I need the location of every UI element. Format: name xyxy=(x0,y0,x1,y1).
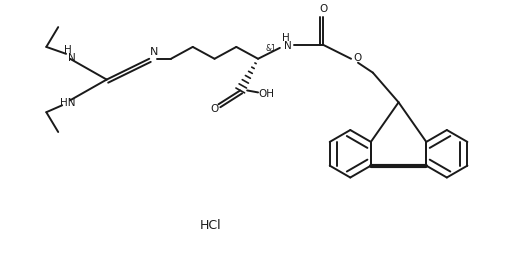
Text: HN: HN xyxy=(60,98,76,108)
Text: HCl: HCl xyxy=(200,219,221,232)
Text: OH: OH xyxy=(258,89,274,100)
Text: H: H xyxy=(64,45,72,55)
Text: N: N xyxy=(284,41,291,51)
Text: H: H xyxy=(282,33,290,43)
Text: N: N xyxy=(150,47,158,57)
Text: N: N xyxy=(68,53,76,63)
Text: O: O xyxy=(353,53,361,63)
Text: O: O xyxy=(319,4,327,14)
Text: &1: &1 xyxy=(266,44,277,53)
Text: O: O xyxy=(210,104,219,114)
